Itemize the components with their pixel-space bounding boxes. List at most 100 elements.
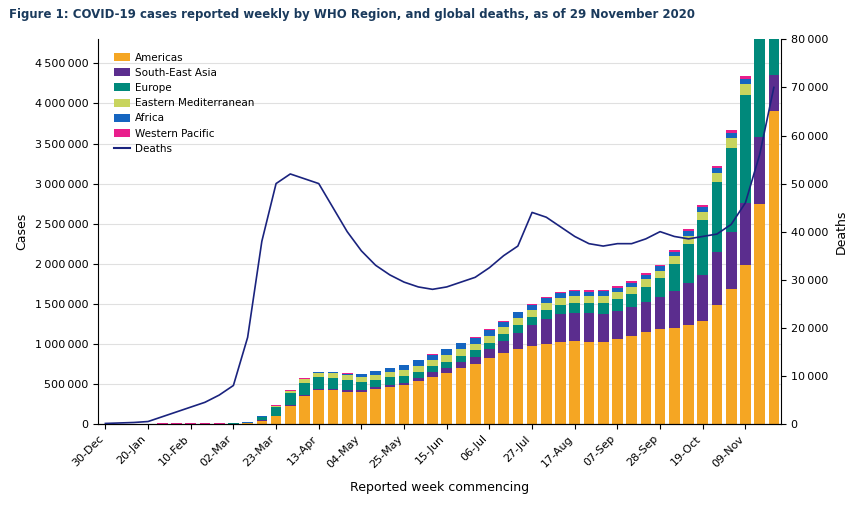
Bar: [598, 290, 608, 292]
Deaths: [570, 234, 580, 240]
Bar: [598, 303, 608, 314]
Bar: [555, 298, 566, 305]
Deaths: [655, 229, 665, 235]
Bar: [498, 327, 509, 334]
Deaths: [342, 229, 352, 235]
Bar: [427, 360, 438, 366]
Bar: [612, 287, 623, 288]
Bar: [456, 368, 466, 424]
Bar: [541, 297, 551, 298]
Bar: [484, 330, 494, 335]
Bar: [712, 165, 722, 167]
Bar: [271, 407, 281, 415]
Bar: [612, 288, 623, 292]
Bar: [413, 378, 424, 381]
Bar: [456, 350, 466, 356]
Bar: [612, 292, 623, 299]
Bar: [256, 417, 268, 420]
Bar: [570, 342, 580, 424]
Deaths: [456, 279, 466, 285]
Bar: [769, 111, 779, 424]
Bar: [697, 321, 708, 424]
Bar: [356, 382, 367, 390]
Bar: [427, 355, 438, 360]
Bar: [769, 75, 779, 111]
Bar: [769, 0, 779, 75]
Bar: [655, 271, 665, 278]
Bar: [655, 297, 665, 329]
Bar: [399, 383, 409, 385]
Bar: [299, 379, 310, 380]
Bar: [712, 167, 722, 173]
Bar: [513, 325, 523, 332]
Bar: [498, 353, 509, 424]
Bar: [285, 393, 296, 405]
Bar: [526, 346, 538, 424]
Bar: [285, 390, 296, 391]
Bar: [598, 314, 608, 342]
Deaths: [299, 176, 310, 182]
Line: Deaths: Deaths: [105, 88, 774, 423]
Deaths: [143, 418, 154, 425]
Bar: [697, 275, 708, 321]
Bar: [669, 251, 680, 256]
Deaths: [243, 334, 253, 341]
Bar: [612, 311, 623, 339]
Bar: [712, 305, 722, 424]
Bar: [313, 389, 324, 390]
Bar: [655, 265, 665, 266]
Bar: [513, 332, 523, 349]
Bar: [526, 310, 538, 317]
Bar: [469, 344, 481, 350]
Deaths: [499, 252, 509, 259]
Bar: [469, 337, 481, 344]
Bar: [712, 251, 722, 305]
Bar: [243, 423, 253, 424]
Bar: [697, 212, 708, 220]
Bar: [484, 329, 494, 330]
Deaths: [726, 221, 736, 228]
Bar: [583, 303, 595, 314]
Bar: [256, 421, 268, 424]
Deaths: [683, 236, 694, 242]
Bar: [627, 307, 637, 336]
Bar: [526, 317, 538, 325]
Bar: [441, 355, 452, 361]
Deaths: [157, 414, 167, 420]
Bar: [754, 204, 765, 424]
Deaths: [172, 409, 182, 415]
Bar: [456, 343, 466, 344]
Deaths: [640, 236, 651, 242]
Bar: [456, 356, 466, 362]
Bar: [612, 299, 623, 311]
Legend: Americas, South-East Asia, Europe, Eastern Mediterranean, Africa, Western Pacifi: Americas, South-East Asia, Europe, Easte…: [110, 48, 259, 158]
Bar: [469, 357, 481, 364]
Bar: [513, 349, 523, 424]
Bar: [683, 325, 694, 424]
Bar: [498, 334, 509, 342]
Bar: [740, 84, 751, 95]
Bar: [740, 78, 751, 84]
Bar: [583, 314, 595, 342]
Bar: [456, 344, 466, 350]
Bar: [271, 416, 281, 424]
Bar: [328, 372, 338, 373]
Deaths: [256, 238, 267, 244]
Bar: [570, 290, 580, 291]
Bar: [370, 372, 381, 375]
Bar: [313, 377, 324, 389]
Bar: [385, 387, 395, 424]
Bar: [456, 362, 466, 368]
Bar: [399, 370, 409, 376]
Bar: [370, 389, 381, 424]
Bar: [570, 291, 580, 296]
Deaths: [271, 181, 281, 187]
Bar: [498, 342, 509, 353]
Bar: [655, 266, 665, 271]
Bar: [669, 328, 680, 424]
Bar: [669, 256, 680, 264]
Bar: [712, 182, 722, 251]
Bar: [740, 76, 751, 78]
Bar: [555, 292, 566, 293]
Bar: [612, 339, 623, 424]
